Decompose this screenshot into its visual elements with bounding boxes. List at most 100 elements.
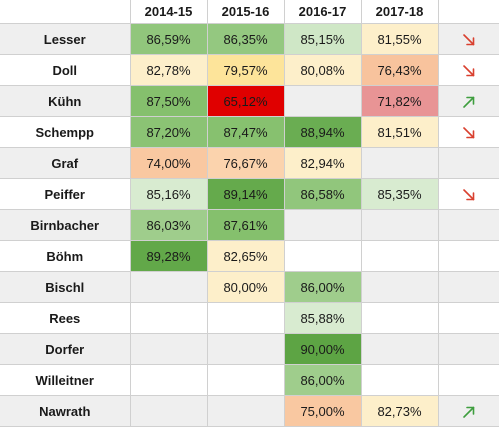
value-cell-2017-18: 85,35% — [360, 178, 439, 210]
table-row: Graf 74,00% 76,67% 82,94% — [0, 147, 499, 179]
value-cell-2017-18: 82,73% — [360, 395, 439, 427]
trend-cell — [437, 209, 499, 241]
trend-cell — [437, 302, 499, 334]
value-cell-2017-18 — [360, 302, 439, 334]
player-name: Peiffer — [0, 178, 131, 210]
value-cell-2014-15: 89,28% — [129, 240, 208, 272]
value-cell-2016-17: 85,88% — [283, 302, 362, 334]
value-cell-2016-17: 90,00% — [283, 333, 362, 365]
table-row: Bischl 80,00% 86,00% — [0, 271, 499, 303]
table-row: Nawrath 75,00% 82,73% — [0, 395, 499, 427]
value-cell-2017-18 — [360, 364, 439, 396]
player-name: Birnbacher — [0, 209, 131, 241]
value-cell-2014-15 — [129, 271, 208, 303]
trend-cell — [437, 271, 499, 303]
arrow-down-right-icon — [462, 126, 475, 139]
value-cell-2016-17 — [283, 209, 362, 241]
header-row: 2014-15 2015-16 2016-17 2017-18 — [0, 0, 499, 24]
value-cell-2014-15: 87,50% — [129, 85, 208, 117]
header-season-2014-15: 2014-15 — [129, 0, 208, 24]
value-cell-2016-17 — [283, 240, 362, 272]
value-cell-2015-16: 86,35% — [206, 23, 285, 55]
player-name: Graf — [0, 147, 131, 179]
trend-cell — [437, 178, 499, 210]
player-name: Bischl — [0, 271, 131, 303]
value-cell-2017-18: 81,51% — [360, 116, 439, 148]
value-cell-2017-18 — [360, 209, 439, 241]
header-season-2016-17: 2016-17 — [283, 0, 362, 24]
player-name: Schempp — [0, 116, 131, 148]
trend-cell — [437, 333, 499, 365]
table-row: Peiffer 85,16% 89,14% 86,58% 85,35% — [0, 178, 499, 210]
trend-cell — [437, 54, 499, 86]
value-cell-2015-16 — [206, 302, 285, 334]
table-row: Lesser 86,59% 86,35% 85,15% 81,55% — [0, 23, 499, 55]
value-cell-2015-16: 76,67% — [206, 147, 285, 179]
player-name: Nawrath — [0, 395, 131, 427]
value-cell-2016-17: 75,00% — [283, 395, 362, 427]
value-cell-2014-15: 85,16% — [129, 178, 208, 210]
table-body: Lesser 86,59% 86,35% 85,15% 81,55% Doll 82,78%… — [0, 23, 499, 427]
player-name: Dorfer — [0, 333, 131, 365]
player-name: Willeitner — [0, 364, 131, 396]
value-cell-2015-16 — [206, 364, 285, 396]
value-cell-2016-17: 82,94% — [283, 147, 362, 179]
value-cell-2015-16: 80,00% — [206, 271, 285, 303]
value-cell-2016-17: 80,08% — [283, 54, 362, 86]
arrow-down-right-icon — [462, 188, 475, 201]
value-cell-2014-15: 86,59% — [129, 23, 208, 55]
header-name-cell — [0, 0, 131, 24]
value-cell-2017-18 — [360, 240, 439, 272]
header-season-2017-18: 2017-18 — [360, 0, 439, 24]
player-name: Kühn — [0, 85, 131, 117]
value-cell-2015-16: 82,65% — [206, 240, 285, 272]
value-cell-2016-17: 86,58% — [283, 178, 362, 210]
value-cell-2014-15: 82,78% — [129, 54, 208, 86]
player-name: Lesser — [0, 23, 131, 55]
value-cell-2014-15 — [129, 395, 208, 427]
value-cell-2015-16: 89,14% — [206, 178, 285, 210]
trend-cell — [437, 116, 499, 148]
value-cell-2017-18: 81,55% — [360, 23, 439, 55]
table-row: Böhm 89,28% 82,65% — [0, 240, 499, 272]
trend-cell — [437, 240, 499, 272]
arrow-down-right-icon — [462, 64, 475, 77]
value-cell-2016-17 — [283, 85, 362, 117]
value-cell-2016-17: 86,00% — [283, 364, 362, 396]
arrow-up-right-icon — [462, 406, 475, 418]
header-season-2015-16: 2015-16 — [206, 0, 285, 24]
value-cell-2017-18 — [360, 271, 439, 303]
player-name: Böhm — [0, 240, 131, 272]
trend-cell — [437, 85, 499, 117]
arrow-up-right-icon — [462, 96, 475, 108]
value-cell-2014-15 — [129, 333, 208, 365]
value-cell-2017-18 — [360, 333, 439, 365]
trend-cell — [437, 364, 499, 396]
value-cell-2014-15 — [129, 364, 208, 396]
trend-cell — [437, 395, 499, 427]
value-cell-2014-15: 87,20% — [129, 116, 208, 148]
table-row: Willeitner 86,00% — [0, 364, 499, 396]
table-row: Schempp 87,20% 87,47% 88,94% 81,51% — [0, 116, 499, 148]
value-cell-2015-16: 87,47% — [206, 116, 285, 148]
value-cell-2015-16: 87,61% — [206, 209, 285, 241]
value-cell-2017-18: 76,43% — [360, 54, 439, 86]
value-cell-2015-16 — [206, 333, 285, 365]
value-cell-2015-16: 79,57% — [206, 54, 285, 86]
value-cell-2016-17: 88,94% — [283, 116, 362, 148]
value-cell-2015-16 — [206, 395, 285, 427]
value-cell-2014-15: 86,03% — [129, 209, 208, 241]
player-name: Doll — [0, 54, 131, 86]
table-row: Doll 82,78% 79,57% 80,08% 76,43% — [0, 54, 499, 86]
table-row: Rees 85,88% — [0, 302, 499, 334]
table-row: Kühn 87,50% 65,12% 71,82% — [0, 85, 499, 117]
value-cell-2014-15 — [129, 302, 208, 334]
arrow-down-right-icon — [462, 33, 475, 46]
table-row: Birnbacher 86,03% 87,61% — [0, 209, 499, 241]
trend-cell — [437, 23, 499, 55]
player-name: Rees — [0, 302, 131, 334]
value-cell-2017-18: 71,82% — [360, 85, 439, 117]
value-cell-2016-17: 85,15% — [283, 23, 362, 55]
value-cell-2015-16: 65,12% — [206, 85, 285, 117]
